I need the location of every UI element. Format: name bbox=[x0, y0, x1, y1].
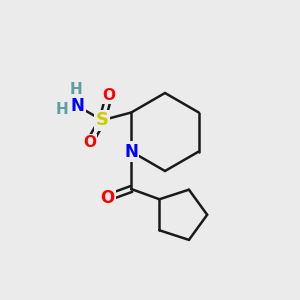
Text: H: H bbox=[70, 82, 83, 97]
Text: N: N bbox=[124, 142, 138, 160]
Text: O: O bbox=[100, 189, 114, 207]
Text: O: O bbox=[83, 135, 96, 150]
Text: S: S bbox=[96, 111, 109, 129]
Text: H: H bbox=[56, 101, 68, 116]
Text: O: O bbox=[102, 88, 115, 103]
Text: N: N bbox=[70, 97, 85, 115]
